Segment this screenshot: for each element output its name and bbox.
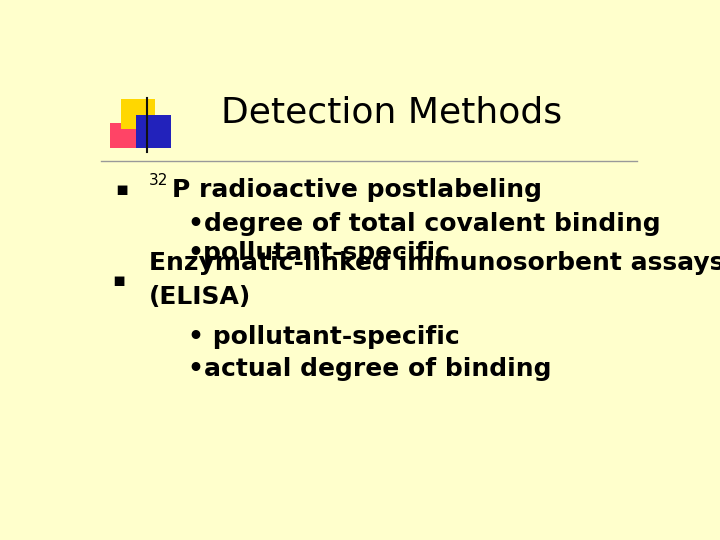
FancyBboxPatch shape: [136, 114, 171, 148]
Text: • pollutant-specific: • pollutant-specific: [188, 325, 459, 349]
Text: •pollutant-specific: •pollutant-specific: [188, 241, 451, 265]
Text: P radioactive postlabeling: P radioactive postlabeling: [172, 178, 542, 201]
Text: Detection Methods: Detection Methods: [221, 96, 562, 130]
Text: •actual degree of binding: •actual degree of binding: [188, 357, 551, 381]
Text: •degree of total covalent binding: •degree of total covalent binding: [188, 212, 660, 235]
Text: ▪: ▪: [112, 271, 125, 289]
FancyBboxPatch shape: [109, 123, 142, 148]
Text: Enzymatic-linked immunosorbent assays
(ELISA): Enzymatic-linked immunosorbent assays (E…: [148, 252, 720, 309]
FancyBboxPatch shape: [121, 99, 156, 129]
Text: ▪: ▪: [115, 180, 128, 199]
Text: 32: 32: [148, 173, 168, 188]
